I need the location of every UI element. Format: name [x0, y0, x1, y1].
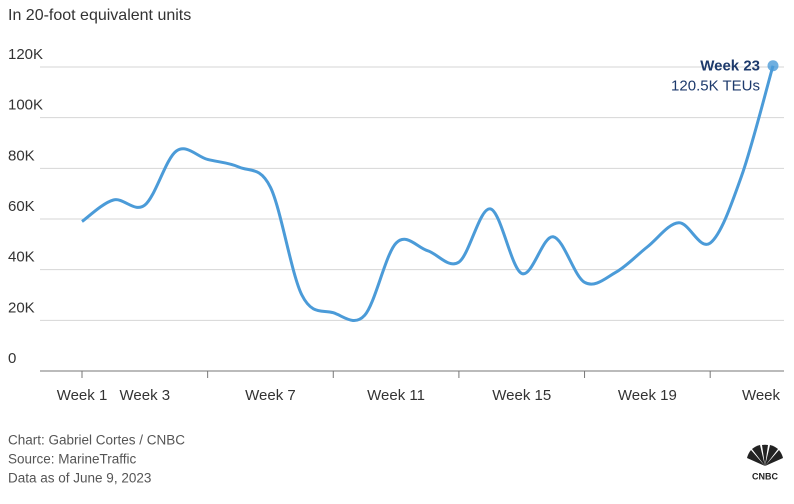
logo: CNBC	[747, 444, 783, 481]
y-tick-label: 20K	[8, 299, 35, 316]
annotation-text: 120.5K TEUs	[671, 78, 760, 95]
line	[81, 65, 775, 322]
chart-subtitle: In 20-foot equivalent units	[8, 7, 191, 24]
x-tick-label: Week 11	[367, 387, 425, 404]
x-tick-label: Week 3	[120, 387, 171, 404]
y-tick-label: 40K	[8, 249, 35, 266]
x-tick-label: Week 7	[245, 387, 296, 404]
x-tick-label: Week 1	[57, 387, 108, 404]
y-tick-label: 60K	[8, 198, 35, 215]
x-tick-label: Week	[742, 387, 781, 404]
y-tick-label: 0	[8, 350, 16, 367]
x-tick-label: Week 19	[618, 387, 677, 404]
annotation-title: Week 23	[700, 58, 760, 75]
footer-credit: Chart: Gabriel Cortes / CNBC	[8, 433, 185, 448]
y-tick-label: 120K	[8, 46, 43, 63]
y-tick-label: 100K	[8, 97, 43, 114]
y-tick-label: 80K	[8, 147, 35, 164]
logo-text: CNBC	[752, 471, 778, 481]
footer-source: Source: MarineTraffic	[8, 452, 137, 467]
end-point	[767, 60, 779, 72]
footer-date: Data as of June 9, 2023	[8, 471, 151, 486]
x-tick-label: Week 15	[492, 387, 551, 404]
